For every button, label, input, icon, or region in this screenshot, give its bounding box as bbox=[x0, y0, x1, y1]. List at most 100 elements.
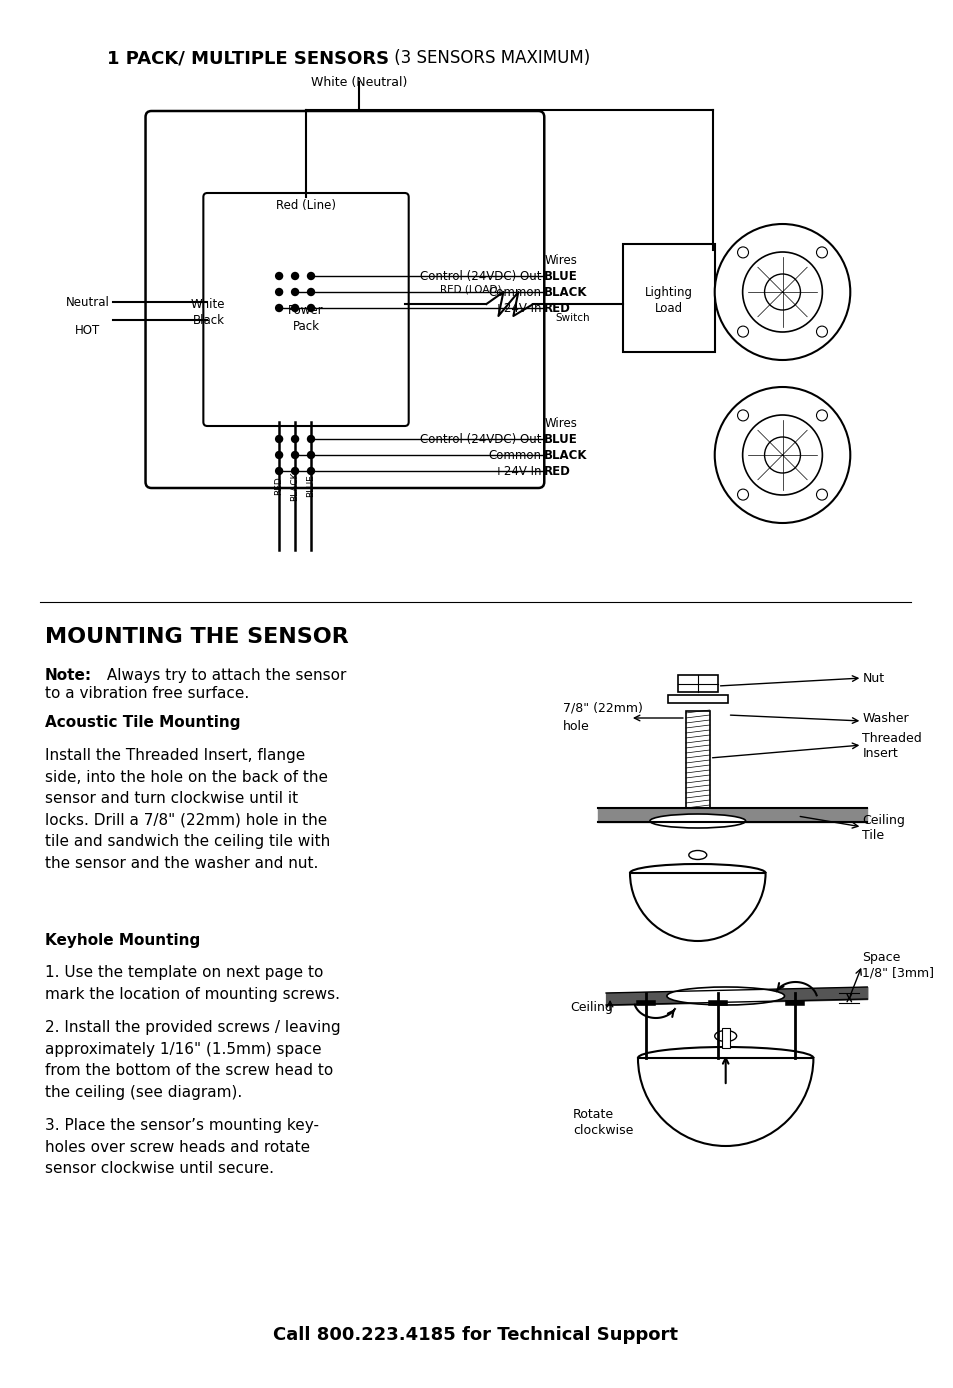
Circle shape bbox=[307, 451, 314, 458]
Text: RED: RED bbox=[544, 465, 571, 477]
Text: BLUE: BLUE bbox=[544, 433, 578, 446]
Circle shape bbox=[816, 489, 826, 500]
Text: Red (Line): Red (Line) bbox=[275, 198, 335, 211]
Text: Switch: Switch bbox=[555, 314, 589, 323]
Circle shape bbox=[307, 272, 314, 279]
Text: Washer: Washer bbox=[862, 712, 908, 725]
Text: Control (24VDC) Out: Control (24VDC) Out bbox=[419, 433, 540, 446]
Bar bbox=[685, 711, 709, 808]
Text: clockwise: clockwise bbox=[573, 1123, 633, 1137]
Text: Keyhole Mounting: Keyhole Mounting bbox=[45, 933, 200, 948]
Text: BLUE: BLUE bbox=[306, 475, 315, 497]
Ellipse shape bbox=[714, 1030, 736, 1041]
Wedge shape bbox=[638, 1058, 813, 1146]
Circle shape bbox=[714, 387, 849, 523]
FancyBboxPatch shape bbox=[203, 193, 408, 426]
Text: Insert: Insert bbox=[862, 747, 897, 759]
Circle shape bbox=[275, 272, 282, 279]
Text: MOUNTING THE SENSOR: MOUNTING THE SENSOR bbox=[45, 627, 348, 647]
Bar bbox=[667, 695, 727, 702]
Circle shape bbox=[275, 436, 282, 443]
Circle shape bbox=[307, 436, 314, 443]
Circle shape bbox=[275, 304, 282, 311]
Circle shape bbox=[307, 468, 314, 475]
Text: Pack: Pack bbox=[293, 319, 319, 333]
Circle shape bbox=[307, 289, 314, 296]
Circle shape bbox=[292, 304, 298, 311]
Text: Tile: Tile bbox=[862, 829, 883, 841]
Text: Wires: Wires bbox=[544, 254, 577, 266]
Text: Common: Common bbox=[488, 448, 540, 461]
Text: 1/8" [3mm]: 1/8" [3mm] bbox=[862, 966, 933, 980]
Circle shape bbox=[714, 223, 849, 359]
Ellipse shape bbox=[688, 851, 706, 859]
FancyBboxPatch shape bbox=[146, 111, 544, 489]
Circle shape bbox=[307, 304, 314, 311]
Circle shape bbox=[816, 409, 826, 421]
Text: Power: Power bbox=[288, 304, 323, 316]
Text: +24V In: +24V In bbox=[494, 465, 540, 477]
Circle shape bbox=[741, 415, 821, 496]
Text: 1 PACK/ MULTIPLE SENSORS: 1 PACK/ MULTIPLE SENSORS bbox=[107, 49, 389, 67]
Text: BLACK: BLACK bbox=[291, 472, 299, 501]
Text: BLACK: BLACK bbox=[544, 448, 587, 461]
Text: hole: hole bbox=[562, 719, 589, 733]
Circle shape bbox=[737, 409, 748, 421]
Circle shape bbox=[292, 289, 298, 296]
Circle shape bbox=[292, 272, 298, 279]
Text: Neutral: Neutral bbox=[66, 296, 110, 308]
Text: RED (LOAD): RED (LOAD) bbox=[439, 285, 500, 294]
Circle shape bbox=[275, 468, 282, 475]
Ellipse shape bbox=[649, 813, 745, 829]
Text: RED: RED bbox=[544, 301, 571, 315]
Text: Call 800.223.4185 for Technical Support: Call 800.223.4185 for Technical Support bbox=[273, 1326, 678, 1344]
Text: (3 SENSORS MAXIMUM): (3 SENSORS MAXIMUM) bbox=[389, 49, 589, 67]
Text: Control (24VDC) Out: Control (24VDC) Out bbox=[419, 269, 540, 283]
Circle shape bbox=[292, 468, 298, 475]
Text: BLACK: BLACK bbox=[544, 286, 587, 298]
Text: Threaded: Threaded bbox=[862, 731, 921, 744]
Bar bbox=[622, 244, 714, 353]
Circle shape bbox=[816, 326, 826, 337]
Circle shape bbox=[275, 289, 282, 296]
Circle shape bbox=[275, 451, 282, 458]
Text: Install the Threaded Insert, flange
side, into the hole on the back of the
senso: Install the Threaded Insert, flange side… bbox=[45, 748, 330, 872]
Bar bbox=[678, 675, 717, 693]
Text: HOT: HOT bbox=[75, 323, 100, 336]
Text: Lighting: Lighting bbox=[644, 286, 692, 298]
Bar bbox=[721, 1029, 729, 1048]
Text: +24V In: +24V In bbox=[494, 301, 540, 315]
Text: Wires: Wires bbox=[544, 416, 577, 429]
Text: Always try to attach the sensor: Always try to attach the sensor bbox=[102, 668, 346, 683]
Circle shape bbox=[741, 253, 821, 332]
Text: Space: Space bbox=[862, 952, 900, 965]
Text: Nut: Nut bbox=[862, 672, 883, 684]
Text: Ceiling: Ceiling bbox=[570, 1002, 613, 1015]
Text: Rotate: Rotate bbox=[573, 1109, 614, 1122]
Text: Load: Load bbox=[654, 301, 682, 315]
Circle shape bbox=[816, 247, 826, 258]
Circle shape bbox=[737, 489, 748, 500]
Circle shape bbox=[763, 437, 800, 473]
Text: White: White bbox=[191, 297, 225, 311]
Text: 2. Install the provided screws / leaving
approximately 1/16" (1.5mm) space
from : 2. Install the provided screws / leaving… bbox=[45, 1020, 340, 1099]
Circle shape bbox=[292, 451, 298, 458]
Text: 3. Place the sensor’s mounting key-
holes over screw heads and rotate
sensor clo: 3. Place the sensor’s mounting key- hole… bbox=[45, 1117, 318, 1176]
Wedge shape bbox=[629, 873, 764, 941]
Text: Common: Common bbox=[488, 286, 540, 298]
Circle shape bbox=[292, 436, 298, 443]
Text: RED: RED bbox=[274, 476, 283, 496]
Text: BLUE: BLUE bbox=[544, 269, 578, 283]
Text: Ceiling: Ceiling bbox=[862, 813, 904, 826]
Ellipse shape bbox=[666, 987, 783, 1005]
Text: Note:: Note: bbox=[45, 668, 91, 683]
Circle shape bbox=[737, 247, 748, 258]
Circle shape bbox=[737, 326, 748, 337]
Text: Black: Black bbox=[193, 314, 225, 326]
Text: to a vibration free surface.: to a vibration free surface. bbox=[45, 686, 249, 701]
Text: White (Neutral): White (Neutral) bbox=[311, 75, 407, 89]
Text: 1. Use the template on next page to
mark the location of mounting screws.: 1. Use the template on next page to mark… bbox=[45, 965, 339, 1002]
Text: 7/8" (22mm): 7/8" (22mm) bbox=[562, 701, 642, 715]
Circle shape bbox=[763, 273, 800, 310]
Text: Acoustic Tile Mounting: Acoustic Tile Mounting bbox=[45, 715, 240, 730]
